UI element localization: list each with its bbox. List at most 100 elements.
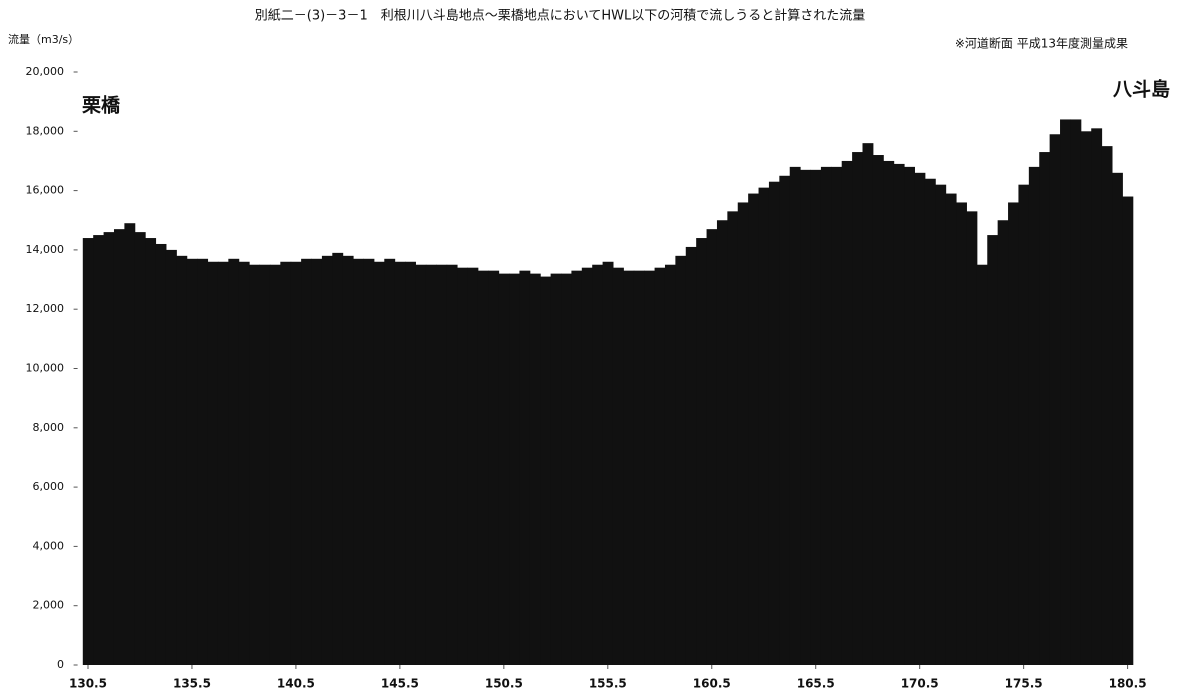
- bar: [810, 169, 822, 665]
- x-tick-label: 175.5: [1005, 677, 1043, 691]
- bar: [509, 273, 520, 665]
- bar: [155, 243, 167, 665]
- x-tick-label: 150.5: [485, 677, 523, 691]
- bar: [498, 273, 510, 665]
- bar: [342, 255, 354, 665]
- bar: [904, 166, 915, 665]
- bar: [872, 155, 884, 665]
- bar: [1091, 128, 1103, 665]
- bar: [332, 252, 344, 666]
- bar: [436, 264, 448, 665]
- annotation: 八斗島: [1113, 78, 1170, 101]
- bar: [727, 211, 739, 666]
- bar: [748, 193, 760, 665]
- bar: [706, 229, 718, 665]
- y-tick-label: 14,000: [26, 243, 65, 256]
- bar: [716, 220, 728, 665]
- y-tick-label: 16,000: [26, 184, 65, 197]
- bar: [1018, 184, 1030, 666]
- bar: [654, 267, 666, 665]
- chart-title: 別紙二－(3)－3－1 利根川八斗島地点～栗橋地点においてHWL以下の河積で流し…: [255, 8, 865, 24]
- bar: [259, 264, 271, 665]
- y-tick-label: 18,000: [26, 124, 65, 137]
- y-tick-label: 12,000: [26, 302, 65, 315]
- bar: [457, 267, 468, 665]
- bar: [633, 270, 645, 665]
- bar: [415, 264, 427, 665]
- bar: [1049, 134, 1061, 665]
- x-tick-label: 130.5: [69, 677, 107, 691]
- bar: [477, 270, 489, 665]
- bar: [384, 258, 396, 665]
- bar: [311, 258, 323, 665]
- bar: [664, 264, 676, 665]
- y-tick-label: 4,000: [33, 539, 65, 552]
- bar: [779, 175, 791, 665]
- bar: [768, 181, 780, 665]
- bar: [841, 160, 853, 665]
- bar: [353, 258, 364, 665]
- bar: [592, 264, 604, 665]
- y-axis-label: 流量（m3/s）: [8, 32, 79, 46]
- bar: [997, 220, 1009, 665]
- x-tick-label: 180.5: [1109, 677, 1147, 691]
- x-tick-label: 165.5: [797, 677, 835, 691]
- bar: [1008, 202, 1019, 665]
- bar: [217, 261, 229, 665]
- bar: [758, 187, 770, 665]
- bar: [1080, 131, 1092, 666]
- y-tick-label: 0: [57, 658, 64, 671]
- bar: [976, 264, 988, 665]
- bar: [405, 261, 416, 665]
- bar: [945, 193, 957, 665]
- bar: [644, 270, 656, 665]
- x-tick-label: 140.5: [277, 677, 315, 691]
- bar: [373, 261, 385, 665]
- bar: [924, 178, 936, 666]
- bar: [935, 184, 947, 666]
- bar: [228, 258, 240, 665]
- bar: [581, 267, 593, 665]
- bar: [602, 261, 614, 665]
- y-tick-label: 10,000: [26, 362, 65, 375]
- bar: [540, 276, 552, 665]
- bar: [467, 267, 479, 665]
- bar: [820, 166, 832, 665]
- bar: [529, 273, 541, 665]
- y-tick-label: 6,000: [33, 480, 65, 493]
- bar: [488, 270, 500, 665]
- bar: [425, 264, 437, 665]
- bar: [519, 270, 531, 665]
- bar: [238, 261, 250, 665]
- bar: [1101, 146, 1113, 665]
- bar: [134, 232, 146, 666]
- bar: [862, 143, 874, 665]
- bar: [685, 246, 697, 665]
- bar: [612, 267, 624, 665]
- bar: [301, 258, 313, 665]
- bar: [852, 152, 864, 665]
- bar: [956, 202, 967, 665]
- bar: [987, 235, 999, 665]
- bar: [1070, 119, 1082, 665]
- x-tick-label: 155.5: [589, 677, 627, 691]
- bar: [176, 255, 188, 665]
- annotation: 栗橋: [82, 94, 121, 117]
- x-tick-label: 145.5: [381, 677, 419, 691]
- y-tick-label: 20,000: [26, 65, 65, 78]
- bar: [207, 261, 219, 665]
- bar: [321, 255, 333, 665]
- bar: [290, 261, 302, 665]
- bar: [1112, 172, 1123, 665]
- bar: [165, 249, 177, 665]
- bar: [394, 261, 406, 665]
- bar: [561, 273, 572, 665]
- bar: [914, 172, 926, 665]
- bar: [269, 264, 281, 665]
- bar: [1060, 119, 1071, 665]
- x-tick-label: 160.5: [693, 677, 731, 691]
- bar: [280, 261, 292, 665]
